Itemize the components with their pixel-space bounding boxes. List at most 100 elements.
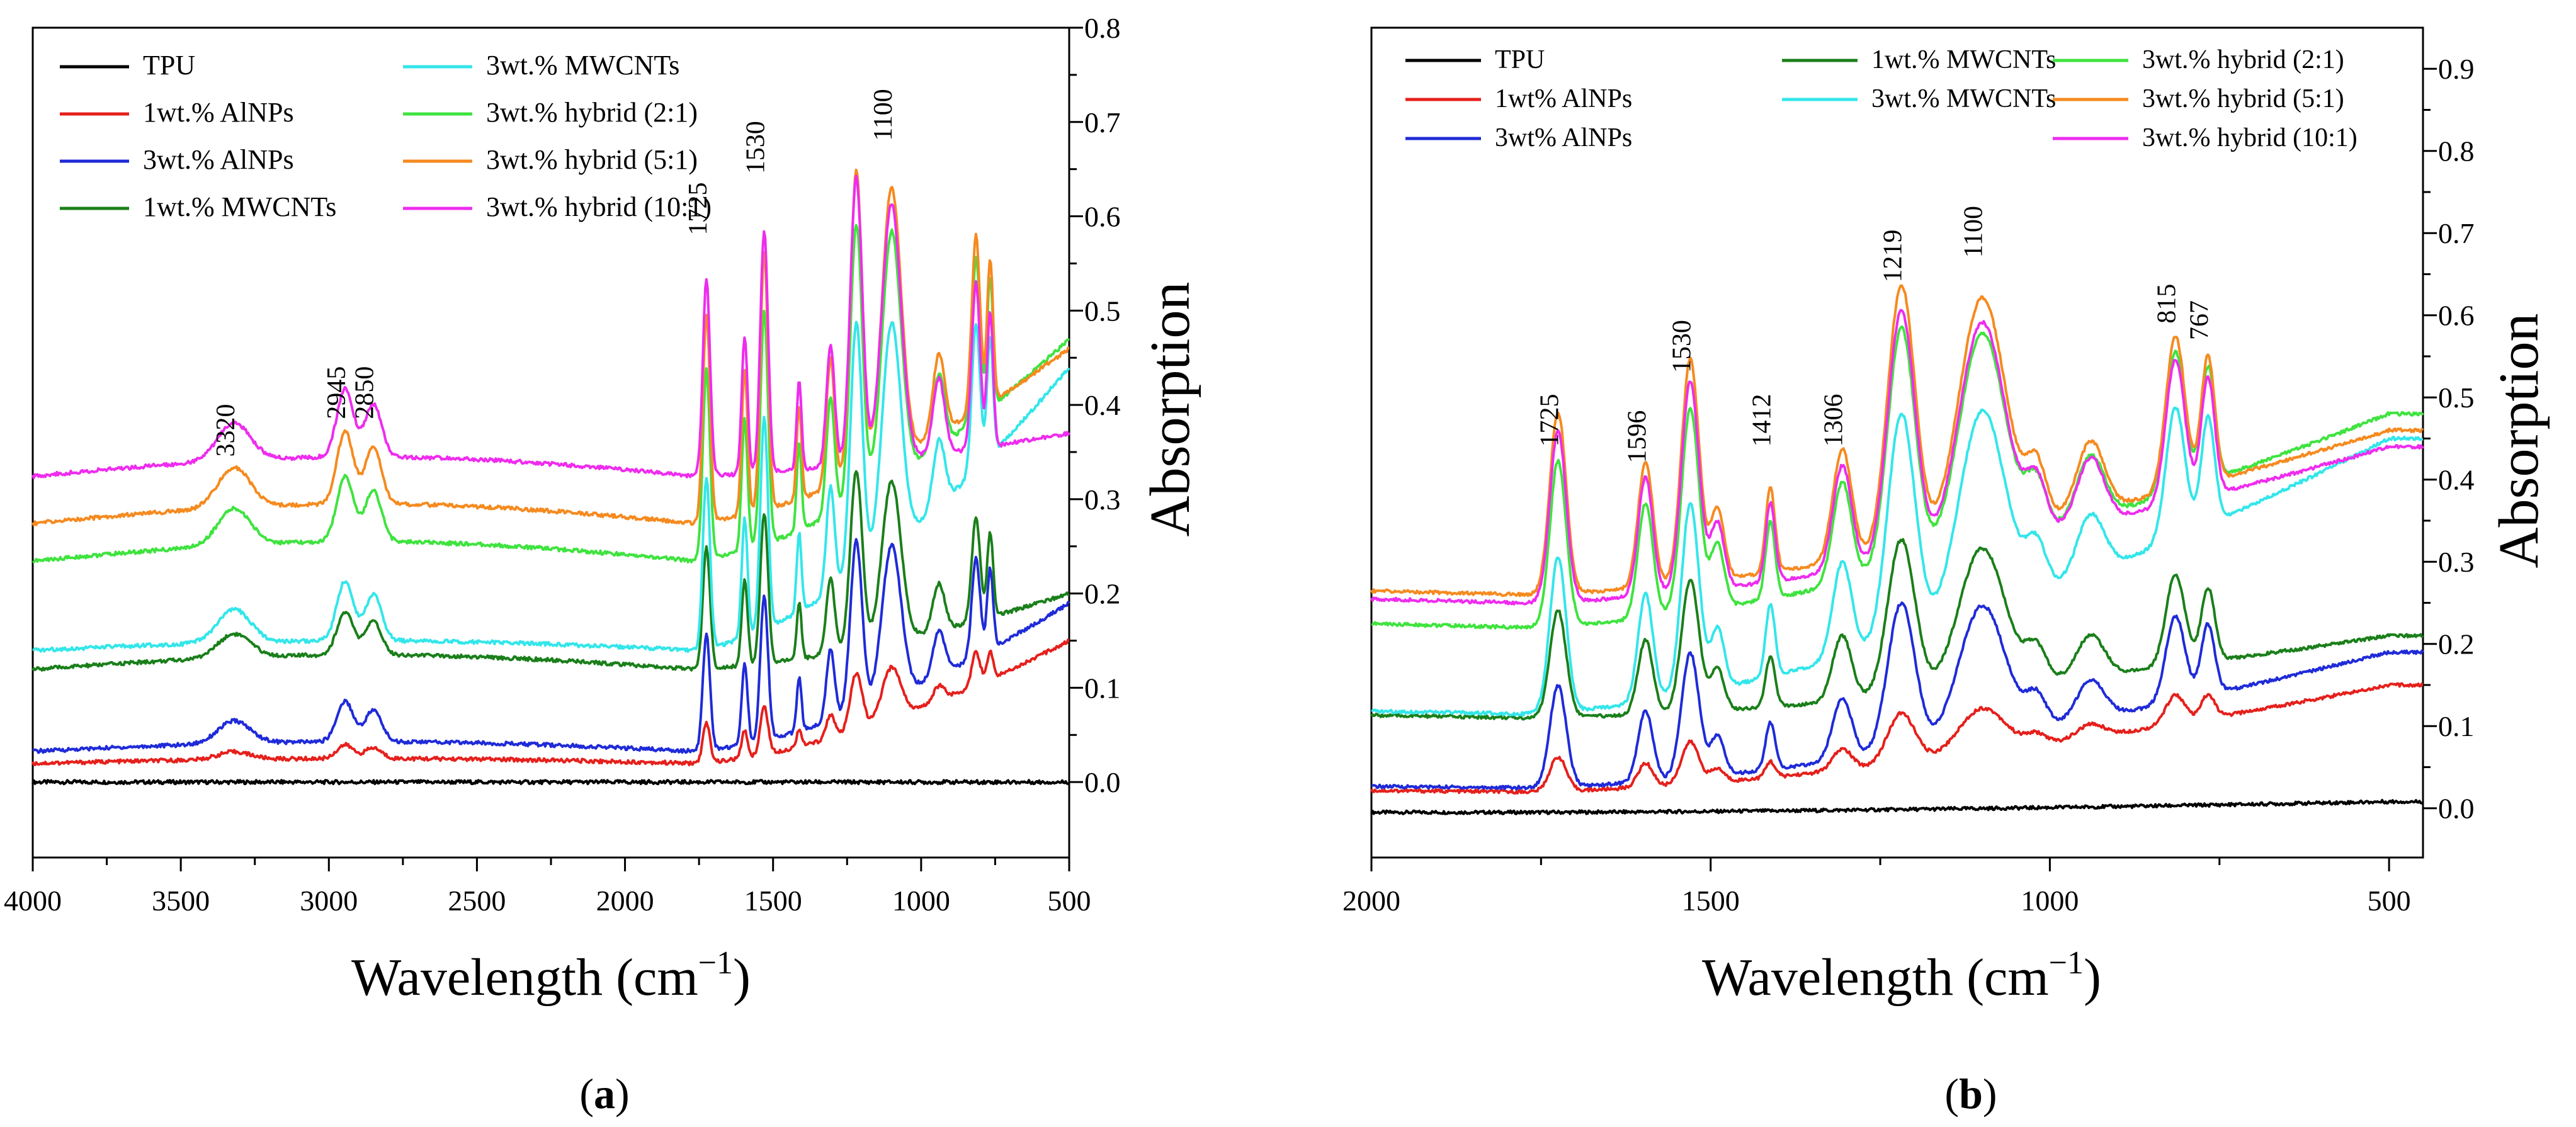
peak-annotation: 1100 bbox=[869, 89, 898, 140]
x-axis-title-b: Wavelength (cm−1) bbox=[1702, 945, 2101, 1007]
y-tick-label: 0.4 bbox=[1084, 389, 1121, 421]
series-line-alnp1 bbox=[1370, 682, 2424, 795]
legend-label-tpu: TPU bbox=[143, 50, 195, 81]
legend-label-h101: 3wt.% hybrid (10:1) bbox=[2142, 123, 2358, 152]
x-axis-title-a: Wavelength (cm−1) bbox=[351, 945, 751, 1007]
legend-label-alnp1: 1wt.% AlNPs bbox=[143, 97, 294, 128]
series-line-mw1 bbox=[31, 470, 1070, 672]
legend-label-alnp3: 3wt.% AlNPs bbox=[143, 144, 294, 175]
annotations-b: 1725 1596 1530 1412 1306 1219 1100 815 767 bbox=[1535, 206, 2214, 463]
y-tick-label: 0.1 bbox=[2438, 710, 2475, 742]
panel-label-letter-b: b bbox=[1959, 1070, 1983, 1118]
x-axis-title-sup-a: −1 bbox=[698, 945, 733, 981]
y-axis-title-a: Absorption bbox=[1139, 282, 1201, 537]
x-tick-label: 1000 bbox=[892, 885, 950, 917]
y-tick-label: 0.4 bbox=[2438, 464, 2475, 496]
x-axis-title-close-a: ) bbox=[733, 948, 751, 1007]
x-tick-label: 2000 bbox=[1342, 885, 1400, 917]
peak-annotation: 1306 bbox=[1820, 394, 1849, 446]
y-tick-label: 0.6 bbox=[1084, 201, 1121, 233]
peak-annotation: 1530 bbox=[742, 121, 771, 174]
y-axis-title-b: Absorption bbox=[2488, 314, 2550, 569]
series-line-alnp3 bbox=[32, 538, 1070, 754]
legend-label-h21: 3wt.% hybrid (2:1) bbox=[2142, 45, 2344, 74]
plot-frame-b bbox=[1370, 26, 2424, 859]
legend-label-h21: 3wt.% hybrid (2:1) bbox=[486, 97, 698, 128]
legend-label-h51: 3wt.% hybrid (5:1) bbox=[2142, 84, 2344, 113]
x-tick-label: 2500 bbox=[448, 885, 506, 917]
y-tick-label: 0.8 bbox=[1084, 12, 1121, 44]
ticks-a: 4000 3500 3000 2500 2000 1500 1000 500 0.0 0.1 0.2… bbox=[4, 12, 1121, 917]
y-tick-label: 0.2 bbox=[2438, 628, 2475, 660]
series-line-tpu bbox=[31, 779, 1070, 786]
peak-annotation: 2945 bbox=[322, 366, 351, 419]
series-layer-b bbox=[1370, 284, 2424, 815]
series-line-h21 bbox=[1371, 325, 2424, 630]
peak-annotation: 1412 bbox=[1748, 394, 1777, 446]
panel-a: 4000 3500 3000 2500 2000 1500 1000 500 0.0 0.1 0.2… bbox=[4, 12, 1201, 1118]
y-tick-label: 0.3 bbox=[1084, 484, 1121, 516]
legend-label-h51: 3wt.% hybrid (5:1) bbox=[486, 144, 698, 175]
y-tick-label: 0.7 bbox=[1084, 106, 1121, 139]
peak-annotation: 1100 bbox=[1960, 206, 1989, 258]
peak-annotation: 1530 bbox=[1667, 320, 1696, 373]
peak-annotation: 1725 bbox=[684, 183, 713, 235]
peak-annotation: 767 bbox=[2185, 300, 2214, 340]
legend-label-mw1: 1wt.% MWCNTs bbox=[1871, 45, 2056, 74]
peak-annotation: 2850 bbox=[351, 366, 380, 419]
series-layer-a bbox=[31, 168, 1070, 786]
legend-label-mw3: 3wt.% MWCNTs bbox=[1871, 84, 2056, 113]
x-tick-label: 1000 bbox=[2021, 885, 2079, 917]
x-tick-label: 500 bbox=[1048, 885, 1091, 917]
x-tick-label: 2000 bbox=[596, 885, 654, 917]
panel-label-letter-a: a bbox=[594, 1070, 615, 1118]
series-line-alnp3 bbox=[1371, 601, 2424, 791]
legend-b: TPU 1wt% AlNPs 3wt% AlNPs 1wt.% MWCNTs 3wt.%… bbox=[1405, 45, 2358, 152]
x-axis-title-text-a: Wavelength (cm bbox=[351, 948, 698, 1007]
legend-label-mw3: 3wt.% MWCNTs bbox=[486, 50, 679, 81]
series-line-h101 bbox=[31, 174, 1070, 479]
x-tick-label: 1500 bbox=[744, 885, 802, 917]
series-line-h51 bbox=[31, 168, 1070, 526]
series-line-h21 bbox=[32, 224, 1070, 564]
series-line-h101 bbox=[1370, 309, 2424, 606]
legend-a: TPU 1wt.% AlNPs 3wt.% AlNPs 1wt.% MWCNTs 3wt… bbox=[60, 50, 712, 222]
y-tick-label: 0.1 bbox=[1084, 672, 1121, 704]
x-tick-label: 4000 bbox=[4, 885, 62, 917]
ticks-b: 2000 1500 1000 500 0.0 0.1 0.2 0.3 0.4 0.5 0.6 0.7 0… bbox=[1342, 53, 2475, 917]
y-tick-label: 0.0 bbox=[1084, 766, 1121, 798]
y-tick-label: 0.3 bbox=[2438, 546, 2475, 578]
y-tick-label: 0.8 bbox=[2438, 135, 2475, 167]
series-line-alnp1 bbox=[31, 638, 1070, 767]
y-tick-label: 0.6 bbox=[2438, 300, 2475, 332]
legend-label-tpu: TPU bbox=[1495, 45, 1545, 74]
peak-annotation: 1219 bbox=[1879, 230, 1908, 283]
x-tick-label: 3500 bbox=[152, 885, 210, 917]
y-tick-label: 0.9 bbox=[2438, 53, 2475, 85]
x-axis-title-sup-b: −1 bbox=[2049, 945, 2084, 981]
legend-label-alnp1: 1wt% AlNPs bbox=[1495, 84, 1632, 113]
x-tick-label: 500 bbox=[2368, 885, 2411, 917]
x-axis-title-text-b: Wavelength (cm bbox=[1702, 948, 2049, 1007]
y-tick-label: 0.5 bbox=[2438, 382, 2475, 414]
peak-annotation: 3320 bbox=[212, 404, 241, 457]
x-tick-label: 3000 bbox=[300, 885, 358, 917]
y-tick-label: 0.2 bbox=[1084, 578, 1121, 610]
x-tick-label: 1500 bbox=[1682, 885, 1740, 917]
panel-label-a: (a) bbox=[579, 1070, 629, 1118]
panel-label-b: (b) bbox=[1944, 1070, 1997, 1118]
series-line-mw3 bbox=[1371, 406, 2424, 717]
series-line-mw3 bbox=[32, 320, 1070, 653]
legend-label-alnp3: 3wt% AlNPs bbox=[1495, 123, 1632, 152]
peak-annotation: 815 bbox=[2153, 284, 2182, 324]
y-tick-label: 0.7 bbox=[2438, 217, 2475, 249]
y-tick-label: 0.0 bbox=[2438, 793, 2475, 825]
series-line-mw1 bbox=[1370, 538, 2424, 721]
legend-label-h101: 3wt.% hybrid (10:1) bbox=[486, 191, 712, 222]
legend-label-mw1: 1wt.% MWCNTs bbox=[143, 191, 336, 222]
peak-annotation: 1596 bbox=[1623, 411, 1652, 463]
y-tick-label: 0.5 bbox=[1084, 295, 1121, 327]
x-axis-title-close-b: ) bbox=[2084, 948, 2101, 1007]
